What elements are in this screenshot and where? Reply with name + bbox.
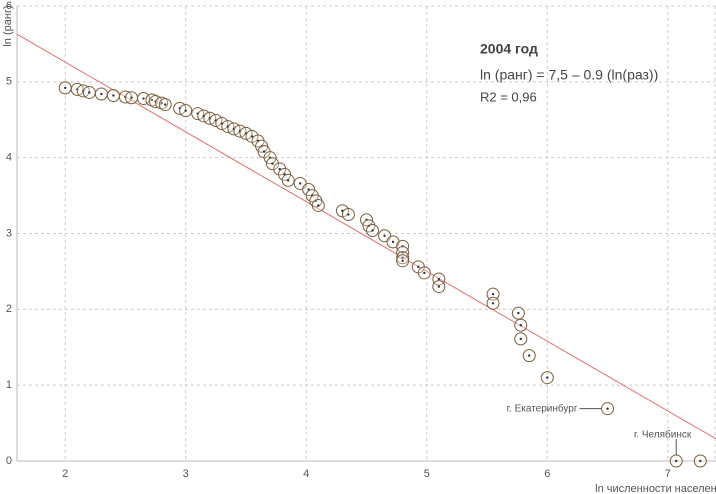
point: [401, 256, 404, 259]
y-tick-label: 5: [6, 76, 12, 88]
x-tick-label: 6: [544, 468, 550, 480]
point: [417, 265, 420, 269]
point: [391, 240, 395, 244]
r-squared: R2 = 0,96: [480, 89, 537, 104]
point: [699, 459, 702, 463]
point-label: г. Екатеринбург: [507, 402, 578, 414]
x-tick-label: 3: [183, 468, 189, 480]
point: [371, 229, 374, 232]
point: [437, 277, 441, 281]
y-axis-label: ln (ранг): [2, 5, 14, 46]
point: [519, 337, 522, 341]
point: [164, 103, 167, 106]
point-label: г. Челябинск: [634, 429, 692, 441]
x-tick-label: 5: [424, 468, 430, 480]
point: [491, 292, 495, 296]
point: [286, 179, 290, 182]
point: [262, 150, 266, 153]
point: [517, 311, 520, 315]
y-tick-label: 4: [6, 152, 12, 164]
x-tick-label: 4: [303, 468, 309, 480]
point: [88, 91, 91, 94]
y-tick-label: 1: [6, 379, 12, 391]
point: [606, 407, 609, 410]
y-tick-label: 0: [6, 455, 12, 467]
x-tick-label: 7: [665, 468, 671, 480]
point: [64, 86, 67, 90]
point: [437, 285, 441, 288]
point: [546, 376, 549, 379]
point: [347, 213, 350, 216]
point: [383, 234, 386, 237]
point: [401, 259, 404, 262]
point: [184, 109, 187, 112]
point: [271, 162, 274, 165]
x-tick-label: 2: [62, 468, 68, 480]
point: [527, 354, 531, 357]
point: [491, 302, 495, 305]
chart-title: 2004 год: [480, 41, 538, 57]
y-tick-label: 6: [6, 0, 12, 12]
point: [150, 98, 154, 102]
point: [675, 459, 678, 463]
y-tick-label: 2: [6, 303, 12, 315]
point: [519, 324, 522, 327]
trend-line: [16, 33, 716, 440]
point: [100, 92, 103, 96]
equation: ln (ранг) = 7,5 – 0.9 (ln(раз)): [480, 67, 658, 83]
point: [160, 101, 163, 105]
y-tick-label: 3: [6, 227, 12, 239]
point: [250, 135, 254, 138]
point: [423, 271, 426, 275]
point: [317, 204, 320, 207]
point: [112, 94, 115, 97]
x-axis-label: ln численности населения: [595, 483, 716, 494]
point: [130, 96, 133, 99]
point: [299, 182, 302, 185]
point: [142, 97, 145, 100]
